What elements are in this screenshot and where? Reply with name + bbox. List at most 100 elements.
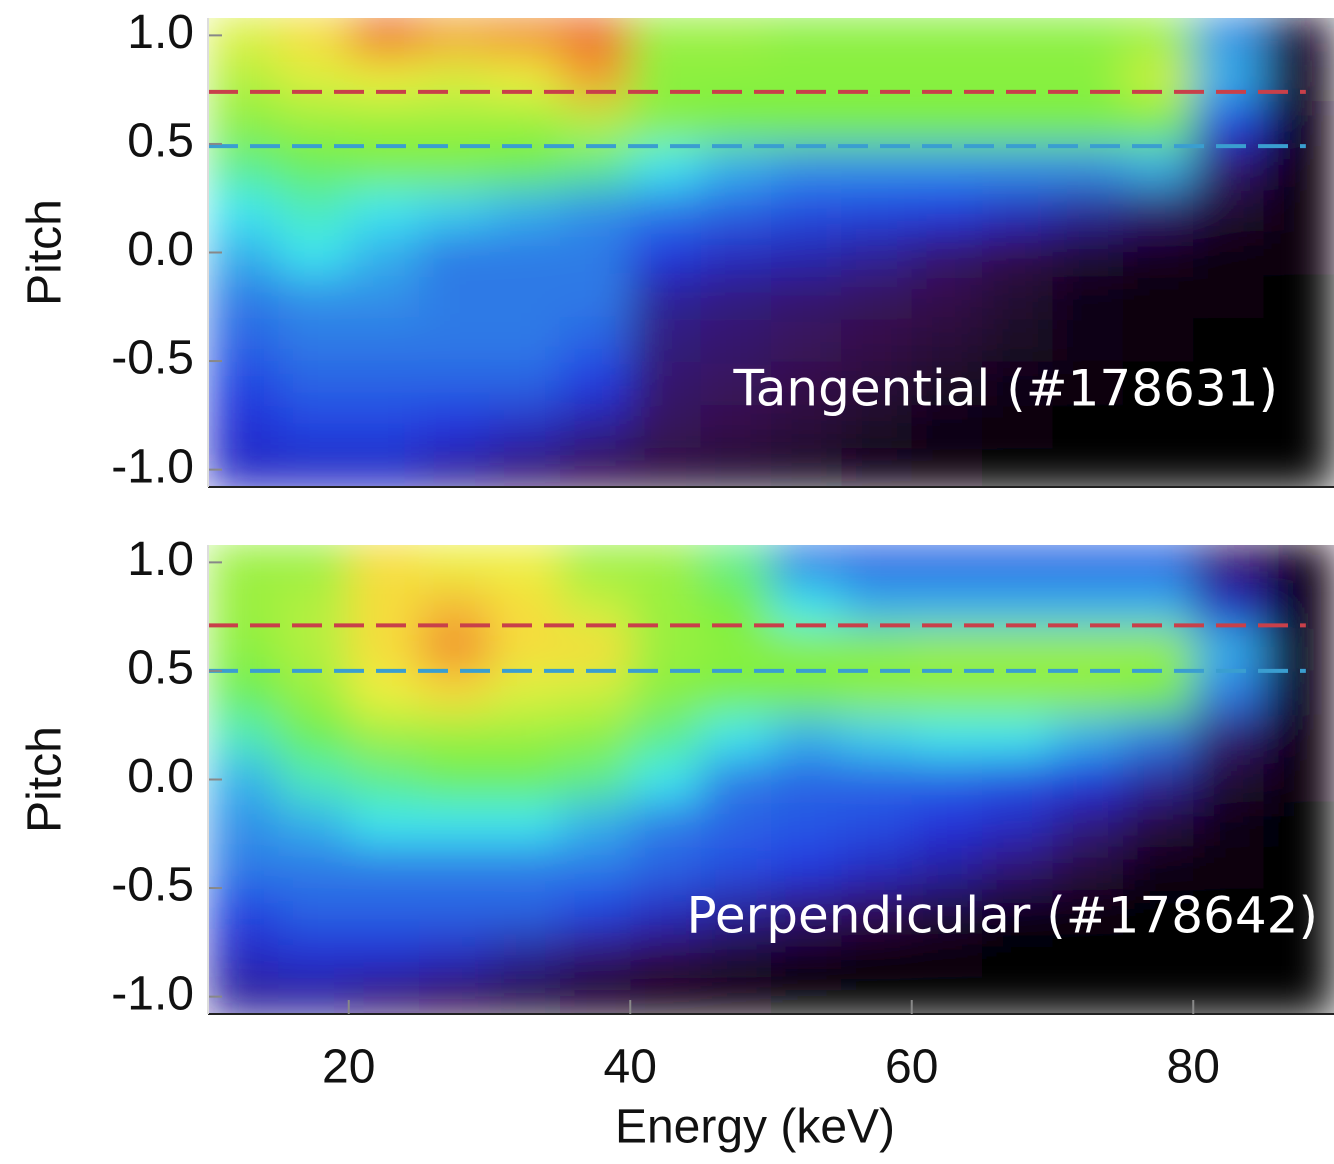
heat-cell (1263, 100, 1334, 145)
heat-cell (278, 627, 350, 672)
heat-cell (1122, 187, 1194, 232)
heat-cell (348, 627, 420, 672)
heat-cell (1122, 100, 1194, 145)
heat-cell (559, 627, 631, 672)
heat-cell (700, 545, 772, 585)
heat-cell (208, 18, 279, 58)
heat-cell (1122, 404, 1194, 449)
heat-cell (278, 974, 350, 1014)
heat-cell (1122, 974, 1194, 1014)
heat-cell (841, 931, 913, 976)
x-tick-label: 60 (885, 1041, 938, 1094)
heat-cell (911, 627, 983, 672)
heat-cell (771, 974, 842, 1014)
heat-cell (419, 57, 490, 102)
heat-cell (1263, 844, 1334, 889)
heat-cell (419, 545, 490, 585)
heat-cell (630, 143, 702, 188)
heat-cell (1052, 888, 1124, 932)
heat-cell (982, 57, 1053, 102)
heat-cell (1052, 274, 1124, 319)
heat-cell (208, 801, 279, 846)
heat-cell (348, 584, 420, 629)
y-tick-label: 0.5 (127, 115, 194, 168)
x-tick-label: 40 (604, 1041, 657, 1094)
heat-cell (700, 361, 772, 405)
heat-cell (911, 57, 983, 102)
heat-cell (700, 931, 772, 976)
heat-cell (911, 757, 983, 802)
heat-cell (771, 801, 842, 846)
heat-cell (348, 143, 420, 188)
heat-cell (348, 545, 420, 585)
x-tick-label: 20 (322, 1041, 375, 1094)
heat-cell (489, 801, 561, 846)
heat-cell (841, 714, 913, 759)
heat-cell (559, 844, 631, 889)
heat-cell (911, 584, 983, 629)
heat-cell (419, 627, 490, 672)
heat-cell (841, 100, 913, 145)
heat-cell (841, 274, 913, 319)
heat-cell (771, 274, 842, 319)
heat-cell (1122, 447, 1194, 487)
heat-cell (1193, 100, 1265, 145)
heat-cell (841, 844, 913, 889)
heat-cell (278, 57, 350, 102)
plot-area (208, 18, 1334, 487)
heat-cell (489, 670, 561, 715)
heat-cell (1052, 404, 1124, 449)
heat-cell (348, 888, 420, 932)
heat-cell (1052, 230, 1124, 275)
heat-cell (700, 670, 772, 715)
heat-cell (1122, 317, 1194, 362)
heat-cell (1122, 18, 1194, 58)
heat-cell (419, 584, 490, 629)
heat-cell (630, 545, 702, 585)
heat-cell (1052, 187, 1124, 232)
heat-cell (1193, 670, 1265, 715)
heat-cell (1052, 844, 1124, 889)
heat-cell (278, 931, 350, 976)
heat-cell (771, 931, 842, 976)
heat-cell (278, 404, 350, 449)
heat-cell (982, 447, 1053, 487)
heat-cell (489, 888, 561, 932)
heat-cell (630, 931, 702, 976)
heat-cell (982, 18, 1053, 58)
y-tick-label: 1.0 (127, 6, 194, 59)
heat-cell (771, 57, 842, 102)
heat-cell (630, 404, 702, 449)
heat-cell (489, 18, 561, 58)
heat-cell (419, 670, 490, 715)
heat-cell (911, 274, 983, 319)
heat-cell (419, 844, 490, 889)
heat-cell (982, 187, 1053, 232)
heat-cell (700, 627, 772, 672)
heat-cell (982, 584, 1053, 629)
heat-cell (630, 801, 702, 846)
heat-cell (1122, 801, 1194, 846)
heat-cell (630, 714, 702, 759)
heat-cell (559, 670, 631, 715)
heat-cell (1263, 18, 1334, 58)
heat-cell (630, 57, 702, 102)
heat-cell (771, 143, 842, 188)
heat-cell (1122, 888, 1194, 932)
heat-cell (1263, 230, 1334, 275)
heat-cell (559, 757, 631, 802)
heat-cell (1263, 545, 1334, 585)
heat-cell (278, 888, 350, 932)
heat-cell (419, 447, 490, 487)
heat-cell (208, 545, 279, 585)
heat-cell (419, 888, 490, 932)
heat-cell (208, 274, 279, 319)
heat-cell (1263, 274, 1334, 319)
heat-cell (1052, 584, 1124, 629)
heat-cell (489, 545, 561, 585)
heat-cell (1052, 931, 1124, 976)
heat-cell (1052, 18, 1124, 58)
heat-cell (771, 670, 842, 715)
heat-cell (1193, 844, 1265, 889)
